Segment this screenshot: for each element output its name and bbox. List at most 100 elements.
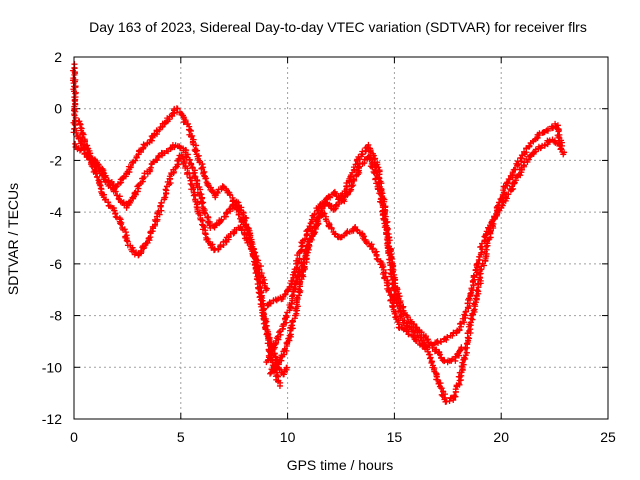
data-point — [451, 392, 458, 399]
data-point — [436, 351, 443, 358]
data-point — [92, 170, 99, 177]
data-point — [381, 274, 388, 281]
data-point — [383, 219, 390, 226]
data-point — [555, 141, 562, 148]
data-point — [226, 206, 233, 213]
data-point — [186, 170, 193, 177]
data-point — [262, 324, 269, 331]
data-point — [462, 344, 469, 351]
data-point — [315, 204, 322, 211]
y-tick-label: -10 — [42, 359, 62, 375]
data-point — [545, 138, 552, 145]
data-point — [287, 331, 294, 338]
y-tick-label: -12 — [42, 411, 62, 427]
x-tick-label: 0 — [70, 429, 78, 445]
series-track-c — [75, 118, 270, 294]
data-point — [386, 237, 393, 244]
data-point — [353, 226, 360, 233]
data-point — [405, 331, 412, 338]
data-point — [222, 237, 229, 244]
data-point — [230, 202, 237, 209]
data-point — [384, 225, 391, 232]
x-tick-label: 5 — [177, 429, 185, 445]
data-points — [70, 61, 568, 405]
data-point — [503, 195, 510, 202]
data-point — [540, 129, 547, 136]
data-point — [398, 312, 405, 319]
data-point — [199, 161, 206, 168]
plot-frame — [73, 56, 609, 420]
data-point — [86, 155, 93, 162]
series-track-b — [72, 140, 284, 389]
data-point — [303, 255, 310, 262]
data-point — [375, 164, 382, 171]
data-point — [209, 241, 216, 248]
x-tick-label: 25 — [600, 429, 616, 445]
data-point — [123, 237, 130, 244]
data-point — [437, 338, 444, 345]
data-point — [259, 279, 266, 286]
data-point — [262, 287, 269, 294]
data-point — [189, 132, 196, 139]
data-point — [392, 287, 399, 294]
data-point — [545, 126, 552, 133]
y-tick-label: 0 — [54, 101, 62, 117]
data-point — [369, 246, 376, 253]
data-point — [117, 220, 124, 227]
data-point — [101, 176, 108, 183]
data-point — [241, 230, 248, 237]
data-point — [127, 163, 134, 170]
data-point — [278, 357, 285, 364]
data-point — [278, 352, 285, 359]
data-point — [425, 336, 432, 343]
chart-title: Day 163 of 2023, Sidereal Day-to-day VTE… — [89, 19, 587, 35]
x-tick-label: 10 — [280, 429, 296, 445]
data-point — [262, 317, 269, 324]
data-point — [443, 398, 450, 405]
data-point — [302, 235, 309, 242]
data-point — [417, 334, 424, 341]
data-point — [389, 293, 396, 300]
data-point — [331, 190, 338, 197]
series-track-d — [263, 153, 465, 366]
data-point — [209, 187, 216, 194]
data-point — [328, 225, 335, 232]
data-point — [236, 206, 243, 213]
x-tick-label: 15 — [387, 429, 403, 445]
data-point — [112, 188, 119, 195]
data-point — [378, 180, 385, 187]
data-point — [461, 319, 468, 326]
data-point — [157, 202, 164, 209]
x-axis-label: GPS time / hours — [287, 457, 394, 473]
data-point — [158, 199, 165, 206]
data-point — [243, 237, 250, 244]
x-tick-label: 20 — [493, 429, 509, 445]
data-point — [122, 229, 129, 236]
data-point — [503, 180, 510, 187]
series-track-e — [264, 120, 568, 405]
data-point — [113, 192, 120, 199]
data-point — [293, 257, 300, 264]
data-point — [288, 293, 295, 300]
data-point — [147, 164, 154, 171]
data-point — [89, 163, 96, 170]
data-point — [219, 183, 226, 190]
data-point — [88, 163, 95, 170]
data-point — [198, 200, 205, 207]
data-point — [214, 190, 221, 197]
data-point — [103, 179, 110, 186]
data-point — [282, 312, 289, 319]
data-point — [241, 217, 248, 224]
data-point — [466, 335, 473, 342]
y-tick-label: -4 — [50, 204, 63, 220]
data-point — [199, 226, 206, 233]
data-point — [300, 260, 307, 267]
data-point — [276, 382, 283, 389]
data-point — [434, 376, 441, 383]
data-point — [462, 308, 469, 315]
data-point — [163, 148, 170, 155]
data-point — [296, 255, 303, 262]
data-point — [559, 142, 566, 149]
data-point — [560, 151, 567, 158]
data-point — [187, 127, 194, 134]
